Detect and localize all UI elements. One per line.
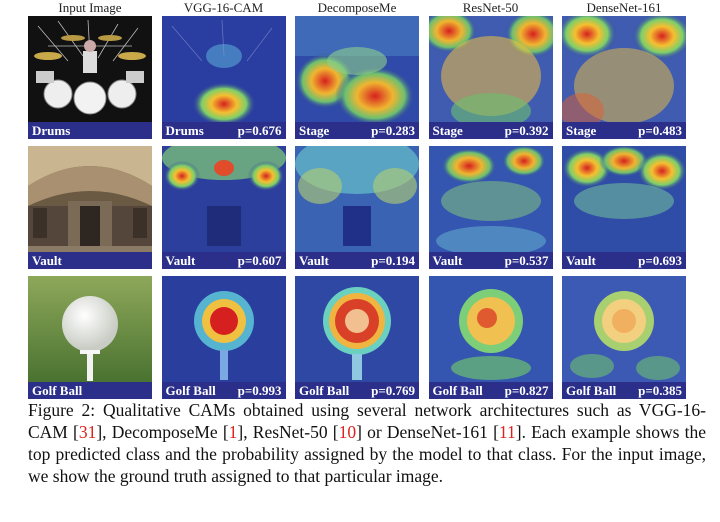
cam-resnet50-golf-ball: Golf Ball p=0.827 — [428, 276, 553, 399]
input-image-golf-ball: Golf Ball — [28, 276, 152, 399]
caption-bar: Golf Ball p=0.769 — [295, 382, 419, 399]
vault-photo — [28, 146, 152, 269]
heatmap — [161, 276, 286, 399]
heatmap — [295, 16, 419, 139]
predicted-label: Vault — [299, 253, 329, 268]
caption-bar: Golf Ball p=0.993 — [161, 382, 286, 399]
heatmap — [562, 16, 686, 139]
heatmap — [295, 146, 419, 269]
heatmap — [295, 276, 419, 399]
caption-bar: Vault p=0.607 — [161, 252, 286, 269]
probability: p=0.537 — [504, 253, 549, 268]
citation-link-1[interactable]: 1 — [228, 422, 238, 442]
probability: p=0.769 — [371, 383, 415, 398]
heatmap — [428, 146, 553, 269]
predicted-label: Vault — [165, 253, 196, 268]
cam-densenet161-drums: Stage p=0.483 — [562, 16, 686, 139]
predicted-label: Drums — [165, 123, 204, 138]
caption-bar: Vault p=0.194 — [295, 252, 419, 269]
caption-suffix: ]. Each example shows the top predicted … — [28, 422, 706, 486]
input-image-vault: Vault — [28, 146, 152, 269]
drums-photo — [28, 16, 152, 139]
probability: p=0.483 — [638, 123, 682, 138]
predicted-label: Golf Ball — [165, 383, 216, 398]
caption-bar: Stage p=0.283 — [295, 122, 419, 139]
probability: p=0.385 — [638, 383, 682, 398]
predicted-label: Stage — [299, 123, 330, 138]
caption-bar: Golf Ball p=0.385 — [562, 382, 686, 399]
cam-vgg16-drums: Drums p=0.676 — [161, 16, 286, 139]
predicted-label: Stage — [566, 123, 597, 138]
header-input-image: Input Image — [58, 0, 122, 15]
caption-bar: Drums p=0.676 — [161, 122, 286, 139]
caption-bar: Stage p=0.483 — [562, 122, 686, 139]
citation-link-31[interactable]: 31 — [78, 422, 97, 442]
caption-text: ], ResNet-50 [ — [237, 422, 339, 442]
probability: p=0.827 — [504, 383, 549, 398]
probability: p=0.283 — [371, 123, 415, 138]
probability: p=0.392 — [504, 123, 549, 138]
cam-decomposeme-drums: Stage p=0.283 — [295, 16, 419, 139]
caption-bar: Golf Ball — [28, 382, 152, 399]
caption-text: ] or DenseNet-161 [ — [356, 422, 499, 442]
caption-prefix: Figure 2: Qualitative CAMs obtained usin… — [28, 400, 706, 442]
caption-text: ], DecomposeMe [ — [96, 422, 229, 442]
probability: p=0.993 — [237, 383, 282, 398]
predicted-label: Vault — [432, 253, 463, 268]
caption-bar: Vault — [28, 252, 152, 269]
probability: p=0.607 — [237, 253, 282, 268]
heatmap — [562, 276, 686, 399]
cam-decomposeme-golf-ball: Golf Ball p=0.769 — [295, 276, 419, 399]
cam-vgg16-golf-ball: Golf Ball p=0.993 — [161, 276, 286, 399]
probability: p=0.676 — [237, 123, 282, 138]
cam-resnet50-drums: Stage p=0.392 — [428, 16, 553, 139]
probability: p=0.693 — [638, 253, 682, 268]
header-densenet161: DenseNet-161 — [586, 0, 662, 15]
figure-caption: Figure 2: Qualitative CAMs obtained usin… — [28, 399, 706, 487]
cam-resnet50-vault: Vault p=0.537 — [428, 146, 553, 269]
predicted-label: Golf Ball — [299, 383, 350, 398]
row-golf-ball: Golf Ball Golf Ball p=0.993 — [28, 276, 708, 399]
figure-grid: Input Image VGG-16-CAM DecomposeMe ResNe… — [28, 0, 708, 399]
caption-bar: Vault p=0.693 — [562, 252, 686, 269]
probability: p=0.194 — [371, 253, 415, 268]
predicted-label: Golf Ball — [566, 383, 617, 398]
cam-decomposeme-vault: Vault p=0.194 — [295, 146, 419, 269]
ground-truth-label: Drums — [32, 123, 71, 138]
predicted-label: Stage — [432, 123, 463, 138]
heatmap — [428, 276, 553, 399]
caption-bar: Vault p=0.537 — [428, 252, 553, 269]
cam-densenet161-golf-ball: Golf Ball p=0.385 — [562, 276, 686, 399]
header-decomposeme: DecomposeMe — [317, 0, 397, 15]
row-vault: Vault Vault p=0.607 — [28, 146, 708, 269]
header-resnet50: ResNet-50 — [462, 0, 519, 15]
cam-vgg16-vault: Vault p=0.607 — [161, 146, 286, 269]
predicted-label: Vault — [566, 253, 596, 268]
heatmap — [161, 16, 286, 139]
caption-bar: Stage p=0.392 — [428, 122, 553, 139]
heatmap — [161, 146, 286, 269]
citation-link-10[interactable]: 10 — [338, 422, 357, 442]
cam-densenet161-vault: Vault p=0.693 — [562, 146, 686, 269]
golf-ball-photo — [28, 276, 152, 399]
row-drums: Drums Drums p — [28, 16, 708, 139]
predicted-label: Golf Ball — [432, 383, 483, 398]
heatmap — [562, 146, 686, 269]
ground-truth-label: Vault — [32, 253, 62, 268]
citation-link-11[interactable]: 11 — [498, 422, 516, 442]
input-image-drums: Drums — [28, 16, 152, 139]
header-vgg16cam: VGG-16-CAM — [183, 0, 264, 15]
ground-truth-label: Golf Ball — [32, 383, 83, 398]
caption-bar: Golf Ball p=0.827 — [428, 382, 553, 399]
column-headers: Input Image VGG-16-CAM DecomposeMe ResNe… — [28, 0, 708, 16]
heatmap — [428, 16, 553, 139]
caption-bar: Drums — [28, 122, 152, 139]
